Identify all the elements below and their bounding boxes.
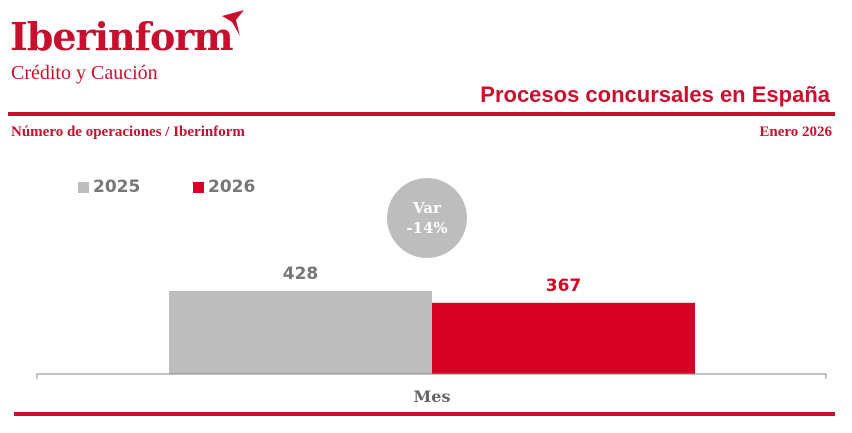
legend-swatch — [78, 181, 89, 193]
variation-label: Var — [413, 199, 441, 217]
x-category-label: Mes — [413, 387, 451, 406]
top-divider — [8, 112, 835, 116]
legend-label: 2026 — [208, 177, 256, 197]
logo-name: Iberinform — [10, 14, 234, 59]
logo-plane-icon — [222, 10, 244, 36]
data-label-2026: 367 — [546, 276, 582, 296]
variation-value: -14% — [406, 219, 448, 237]
legend-item-2026: 2026 — [193, 177, 255, 197]
page-title: Procesos concursales en España — [480, 82, 830, 107]
logo-tagline: Crédito y Caución — [11, 62, 158, 84]
chart-subtitle: Número de operaciones / Iberinform — [11, 124, 245, 140]
bar-2026 — [432, 302, 695, 374]
bottom-divider — [14, 412, 835, 416]
variation-badge: Var -14% — [387, 178, 467, 258]
data-label-2025: 428 — [283, 264, 319, 284]
bar-2025 — [169, 291, 432, 374]
legend-item-2025: 2025 — [78, 177, 140, 197]
x-axis — [36, 373, 827, 379]
chart-date: Enero 2026 — [759, 124, 832, 140]
legend-swatch — [193, 181, 204, 193]
legend-label: 2025 — [93, 177, 141, 197]
